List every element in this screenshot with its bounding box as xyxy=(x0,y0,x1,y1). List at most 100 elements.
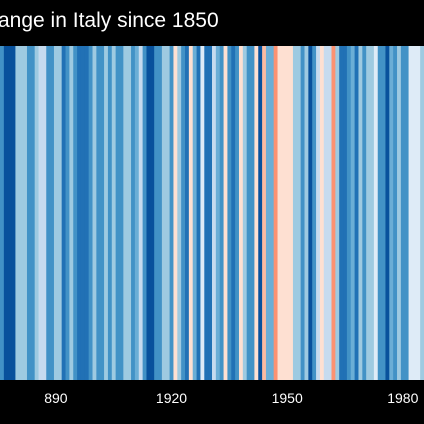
stripe-1922 xyxy=(177,46,182,380)
stripe-1928 xyxy=(200,46,205,380)
stripe-1955 xyxy=(304,46,309,380)
x-tick-label: 890 xyxy=(44,390,68,406)
stripe-1970 xyxy=(362,46,367,380)
stripe-1902 xyxy=(100,46,105,380)
stripe-1976 xyxy=(385,46,390,380)
stripe-1960 xyxy=(323,46,329,380)
stripe-1947 xyxy=(273,46,279,380)
x-tick-labels: 890 1920 1950 1980 xyxy=(44,390,418,406)
stripe-1951 xyxy=(289,46,294,380)
stripe-1942 xyxy=(254,46,259,380)
stripe-1895 xyxy=(73,46,78,380)
stripe-1907 xyxy=(119,46,124,380)
stripe-1979 xyxy=(397,46,402,380)
stripe-1890 xyxy=(53,46,59,380)
stripe-1944 xyxy=(262,46,267,380)
stripe-1980 xyxy=(400,46,406,380)
stripe-1943 xyxy=(258,46,263,380)
stripe-1906 xyxy=(115,46,121,380)
stripe-1918 xyxy=(161,46,167,380)
stripe-1924 xyxy=(185,46,190,380)
stripe-1920 xyxy=(169,46,175,380)
stripe-1926 xyxy=(192,46,198,380)
stripe-1914 xyxy=(146,46,151,380)
stripe-1927 xyxy=(196,46,202,380)
stripe-1974 xyxy=(377,46,383,380)
stripe-1984 xyxy=(416,46,421,380)
stripe-1894 xyxy=(69,46,74,380)
stripe-1933 xyxy=(219,46,225,380)
stripe-1886 xyxy=(38,46,43,380)
stripe-1936 xyxy=(231,46,236,380)
stripe-1930 xyxy=(208,46,213,380)
stripe-1935 xyxy=(227,46,232,380)
stripe-1883 xyxy=(26,46,32,380)
stripe-1908 xyxy=(123,46,128,380)
stripe-1972 xyxy=(370,46,375,380)
stripe-1910 xyxy=(131,46,136,380)
stripe-1877 xyxy=(3,46,9,380)
stripe-1884 xyxy=(30,46,36,380)
stripe-1949 xyxy=(281,46,286,380)
stripe-1879 xyxy=(11,46,17,380)
stripe-1885 xyxy=(34,46,40,380)
stripe-1962 xyxy=(331,46,336,380)
stripe-1959 xyxy=(319,46,325,380)
x-tick-label: 1920 xyxy=(156,390,187,406)
stripe-1968 xyxy=(354,46,360,380)
stripe-1893 xyxy=(65,46,70,380)
stripe-1934 xyxy=(223,46,229,380)
stripe-1881 xyxy=(19,46,24,380)
stripe-1948 xyxy=(277,46,282,380)
chart-title: ange in Italy since 1850 xyxy=(0,9,219,32)
stripe-1958 xyxy=(316,46,321,380)
stripe-1898 xyxy=(84,46,90,380)
stripe-1882 xyxy=(23,46,28,380)
stripe-1953 xyxy=(296,46,302,380)
stripe-1921 xyxy=(173,46,178,380)
stripe-1963 xyxy=(335,46,340,380)
stripe-1983 xyxy=(412,46,417,380)
stripe-1901 xyxy=(96,46,101,380)
stripe-1876 xyxy=(0,46,5,380)
stripe-1971 xyxy=(366,46,371,380)
stripe-1887 xyxy=(42,46,47,380)
stripe-1985 xyxy=(420,46,424,380)
stripe-1892 xyxy=(61,46,67,380)
stripe-1938 xyxy=(238,46,244,380)
stripe-1896 xyxy=(77,46,82,380)
stripe-1981 xyxy=(404,46,410,380)
stripe-1899 xyxy=(88,46,94,380)
stripe-1931 xyxy=(212,46,217,380)
stripe-1915 xyxy=(150,46,155,380)
stripe-1945 xyxy=(265,46,271,380)
stripe-1946 xyxy=(269,46,275,380)
stripe-1916 xyxy=(154,46,159,380)
stripe-1965 xyxy=(343,46,348,380)
stripe-1923 xyxy=(181,46,186,380)
stripe-1911 xyxy=(134,46,140,380)
stripe-1905 xyxy=(111,46,117,380)
stripe-1925 xyxy=(188,46,194,380)
stripe-1889 xyxy=(50,46,55,380)
stripe-1952 xyxy=(292,46,298,380)
stripe-1888 xyxy=(46,46,51,380)
stripe-1917 xyxy=(158,46,163,380)
stripe-1878 xyxy=(7,46,13,380)
stripe-1904 xyxy=(107,46,113,380)
stripe-1973 xyxy=(373,46,379,380)
stripe-1954 xyxy=(300,46,306,380)
stripe-1975 xyxy=(381,46,387,380)
stripe-1897 xyxy=(80,46,86,380)
stripe-1956 xyxy=(308,46,313,380)
stripe-1977 xyxy=(389,46,394,380)
stripes-group xyxy=(0,46,424,380)
stripe-1982 xyxy=(408,46,414,380)
stripe-1912 xyxy=(138,46,144,380)
x-tick-label: 1950 xyxy=(272,390,303,406)
stripe-1969 xyxy=(358,46,363,380)
stripe-1950 xyxy=(285,46,290,380)
stripe-1903 xyxy=(104,46,109,380)
stripe-1939 xyxy=(242,46,248,380)
